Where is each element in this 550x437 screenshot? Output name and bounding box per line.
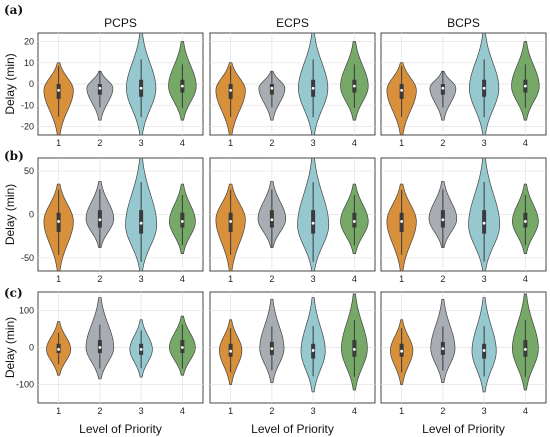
x-tick-label: 4 [352,138,357,148]
y-tick-label: -10 [21,100,34,110]
violin-median-dot [441,218,445,222]
violin-median-dot [400,88,404,92]
x-tick-label: 2 [440,406,445,416]
x-tick-label: 3 [139,406,144,416]
x-tick-label: 3 [482,274,487,284]
violin-median-dot [311,349,315,352]
violin-median-dot [180,220,184,223]
y-tick-label: -100 [16,380,34,390]
violin-median-dot [229,220,233,223]
y-tick-label: 0 [29,210,34,220]
x-tick-label: 4 [523,274,528,284]
y-tick-label: -50 [21,253,34,263]
violin-median-dot [139,86,143,90]
violin-median-dot [57,347,61,351]
violin-median-dot [523,220,527,223]
x-tick-label: 1 [228,274,233,284]
row-label: (a) [4,3,23,17]
violin-median-dot [352,347,356,351]
x-tick-label: 2 [97,274,102,284]
violin-median-dot [98,86,102,90]
violin-median-dot [57,220,61,223]
column-title: PCPS [104,16,137,30]
violin-median-dot [98,346,102,349]
violin-median-dot [139,347,143,351]
x-tick-label: 2 [269,274,274,284]
column-title: BCPS [447,16,480,30]
x-axis-label: Level of Priority [251,422,334,436]
violin-median-dot [400,349,404,353]
y-tick-label: 0 [29,343,34,353]
violin-median-dot [139,221,143,225]
violin-median-dot [352,84,356,88]
violin-median-dot [482,349,486,352]
x-tick-label: 4 [523,406,528,416]
y-axis-label: Delay (min) [3,317,17,378]
y-tick-label: 20 [24,37,34,47]
x-tick-label: 1 [399,274,404,284]
x-tick-label: 3 [482,406,487,416]
violin-median-dot [441,86,445,90]
y-tick-label: 50 [24,166,34,176]
violin-median-dot [311,86,315,90]
x-axis-label: Level of Priority [79,422,162,436]
y-tick-label: 100 [19,306,34,316]
x-tick-label: 4 [523,138,528,148]
violin-median-dot [311,221,315,225]
violin-median-dot [180,84,184,88]
violin-median-dot [482,221,486,225]
x-tick-label: 3 [482,138,487,148]
x-tick-label: 4 [352,274,357,284]
y-tick-label: 0 [29,79,34,89]
y-tick-label: 10 [24,58,34,68]
x-tick-label: 1 [399,406,404,416]
x-tick-label: 2 [269,138,274,148]
x-tick-label: 1 [399,138,404,148]
x-tick-label: 4 [180,274,185,284]
violin-median-dot [270,218,274,222]
x-tick-label: 1 [228,138,233,148]
y-tick-label: -20 [21,122,34,132]
violin-median-dot [352,220,356,223]
violin-median-dot [98,218,102,222]
violin-median-dot [57,88,61,92]
x-tick-label: 3 [311,138,316,148]
x-tick-label: 4 [180,406,185,416]
violin-median-dot [229,88,233,92]
violin-median-dot [270,86,274,90]
y-axis-label: Delay (min) [3,184,17,245]
violin-median-dot [180,346,184,349]
x-tick-label: 3 [139,138,144,148]
x-tick-label: 1 [56,274,61,284]
y-axis-label: Delay (min) [3,53,17,114]
x-tick-label: 2 [440,138,445,148]
x-axis-label: Level of Priority [422,422,505,436]
row-label: (b) [4,149,24,163]
x-tick-label: 1 [56,406,61,416]
x-tick-label: 1 [56,138,61,148]
x-tick-label: 1 [228,406,233,416]
column-title: ECPS [276,16,309,30]
x-tick-label: 2 [97,406,102,416]
violin-median-dot [270,347,274,351]
x-tick-label: 3 [311,274,316,284]
x-tick-label: 2 [269,406,274,416]
x-tick-label: 4 [180,138,185,148]
violin-median-dot [523,347,527,351]
x-tick-label: 3 [139,274,144,284]
x-tick-label: 4 [352,406,357,416]
row-label: (c) [4,286,23,300]
x-tick-label: 2 [440,274,445,284]
violin-median-dot [229,349,233,353]
violin-median-dot [482,86,486,90]
violin-median-dot [523,84,527,88]
x-tick-label: 2 [97,138,102,148]
violin-median-dot [441,347,445,351]
x-tick-label: 3 [311,406,316,416]
violin-median-dot [400,220,404,223]
